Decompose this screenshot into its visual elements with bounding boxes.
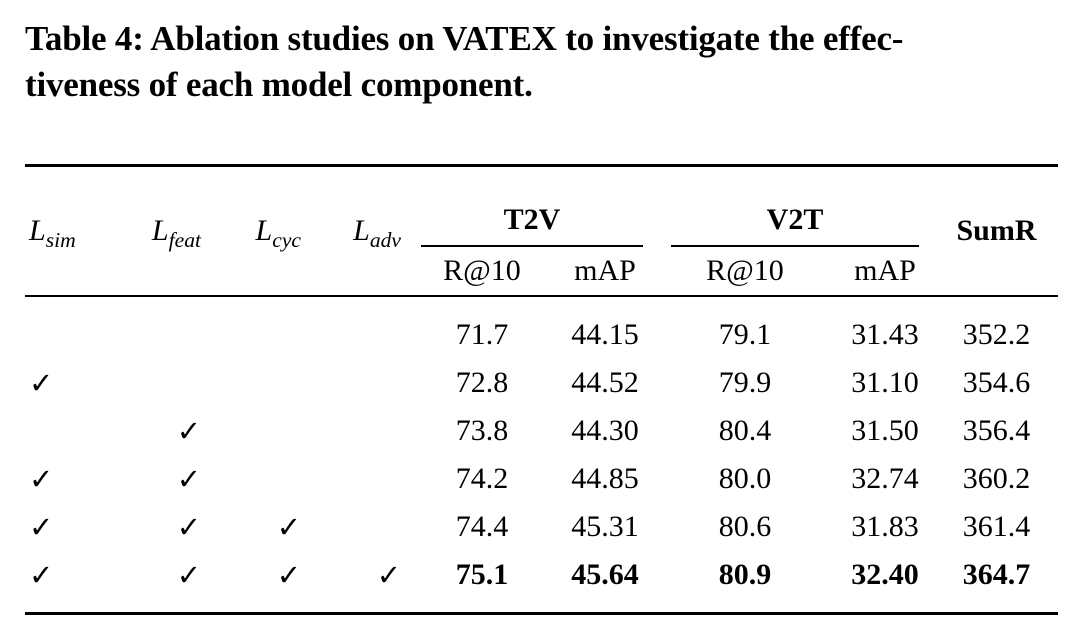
cell-v2t-r10: 79.9 bbox=[718, 366, 772, 399]
cell-sumr: 352.2 bbox=[962, 318, 1031, 351]
table-row: ✓ ✓ ✓ 74.4 45.31 80.6 31.83 361.4 bbox=[25, 503, 1058, 551]
cell-sumr: 364.7 bbox=[962, 558, 1031, 591]
table-row-best: ✓ ✓ ✓ ✓ 75.1 45.64 80.9 32.40 364.7 bbox=[25, 551, 1058, 614]
col-header-sumr: SumR bbox=[956, 214, 1037, 247]
cell-sumr: 361.4 bbox=[962, 510, 1031, 543]
loss-subscript: cyc bbox=[272, 228, 301, 252]
cell-sumr: 360.2 bbox=[962, 462, 1031, 495]
metric-header-row: R@10 mAP R@10 mAP bbox=[25, 247, 1058, 296]
cell-t2v-map: 44.52 bbox=[571, 366, 639, 399]
checkmark-cell-adv: ✓ bbox=[376, 559, 401, 592]
group-header-v2t: V2T bbox=[655, 166, 935, 247]
metric-header-t2v-map: mAP bbox=[574, 254, 636, 287]
loss-symbol: L bbox=[29, 214, 46, 247]
caption-line-2: tiveness of each model component. bbox=[25, 65, 533, 104]
loss-symbol: L bbox=[353, 214, 370, 247]
metric-header-v2t-map: mAP bbox=[854, 254, 916, 287]
cell-t2v-r10: 72.8 bbox=[455, 366, 509, 399]
cell-t2v-map: 44.85 bbox=[571, 462, 639, 495]
ablation-table-container: Lsim Lfeat Lcyc Ladv T2V V2T SumR R@10 m… bbox=[25, 164, 1058, 615]
checkmark-cell-feat: ✓ bbox=[176, 559, 201, 592]
checkmark-cell-feat: ✓ bbox=[176, 415, 201, 448]
checkmark-cell-sim bbox=[25, 407, 117, 455]
col-header-loss-adv: Ladv bbox=[309, 166, 409, 297]
cell-v2t-r10: 79.1 bbox=[718, 318, 772, 351]
caption-line-1: Table 4: Ablation studies on VATEX to in… bbox=[25, 19, 904, 58]
cell-v2t-map: 31.10 bbox=[851, 366, 919, 399]
cell-t2v-r10: 73.8 bbox=[455, 414, 509, 447]
cell-sumr: 356.4 bbox=[962, 414, 1031, 447]
metric-header-t2v-r10: R@10 bbox=[443, 254, 521, 287]
checkmark-cell-adv bbox=[309, 503, 409, 551]
cell-v2t-map: 31.83 bbox=[851, 510, 919, 543]
cell-v2t-r10: 80.6 bbox=[718, 510, 772, 543]
loss-symbol: L bbox=[151, 214, 169, 247]
cell-v2t-map: 31.50 bbox=[851, 414, 919, 447]
cell-t2v-r10: 74.4 bbox=[455, 510, 509, 543]
loss-subscript: sim bbox=[45, 228, 76, 252]
v2t-group-label: V2T bbox=[766, 203, 824, 236]
cell-v2t-r10: 80.0 bbox=[718, 462, 772, 495]
checkmark-cell-cyc: ✓ bbox=[276, 559, 301, 592]
cell-t2v-map: 44.30 bbox=[571, 414, 639, 447]
cell-v2t-r10: 80.4 bbox=[718, 414, 772, 447]
table-row: 71.7 44.15 79.1 31.43 352.2 bbox=[25, 296, 1058, 359]
checkmark-cell-cyc bbox=[209, 296, 309, 359]
checkmark-cell-adv bbox=[309, 455, 409, 503]
table-body: 71.7 44.15 79.1 31.43 352.2 ✓ 72.8 44.52… bbox=[25, 296, 1058, 614]
table-row: ✓ ✓ 74.2 44.85 80.0 32.74 360.2 bbox=[25, 455, 1058, 503]
checkmark-cell-adv bbox=[309, 296, 409, 359]
table-row: ✓ 72.8 44.52 79.9 31.10 354.6 bbox=[25, 359, 1058, 407]
loss-symbol: L bbox=[255, 214, 273, 247]
loss-subscript: feat bbox=[168, 228, 201, 252]
checkmark-cell-sim: ✓ bbox=[29, 367, 54, 400]
cell-v2t-map: 32.40 bbox=[851, 558, 919, 591]
metric-header-v2t-r10: R@10 bbox=[706, 254, 784, 287]
checkmark-cell-cyc bbox=[209, 407, 309, 455]
checkmark-cell-sim: ✓ bbox=[29, 559, 54, 592]
checkmark-cell-sim: ✓ bbox=[29, 511, 54, 544]
table-caption: Table 4: Ablation studies on VATEX to in… bbox=[25, 16, 1065, 108]
col-header-loss-cyc: Lcyc bbox=[209, 166, 309, 297]
col-header-loss-feat: Lfeat bbox=[117, 166, 209, 297]
group-header-row: Lsim Lfeat Lcyc Ladv T2V V2T SumR bbox=[25, 166, 1058, 251]
cell-sumr: 354.6 bbox=[962, 366, 1031, 399]
checkmark-cell-feat bbox=[117, 359, 209, 407]
checkmark-cell-cyc bbox=[209, 359, 309, 407]
checkmark-cell-feat: ✓ bbox=[176, 511, 201, 544]
cell-v2t-r10: 80.9 bbox=[718, 558, 772, 591]
ablation-table: Lsim Lfeat Lcyc Ladv T2V V2T SumR R@10 m… bbox=[25, 164, 1058, 615]
checkmark-cell-sim: ✓ bbox=[29, 463, 54, 496]
cell-t2v-map: 45.31 bbox=[571, 510, 639, 543]
checkmark-cell-feat: ✓ bbox=[176, 463, 201, 496]
cell-v2t-map: 32.74 bbox=[851, 462, 919, 495]
checkmark-cell-sim bbox=[25, 296, 117, 359]
checkmark-cell-adv bbox=[309, 407, 409, 455]
t2v-group-rule: T2V bbox=[421, 203, 643, 247]
table-row: ✓ 73.8 44.30 80.4 31.50 356.4 bbox=[25, 407, 1058, 455]
cell-t2v-map: 44.15 bbox=[571, 318, 639, 351]
group-header-t2v: T2V bbox=[409, 166, 655, 247]
table-header: Lsim Lfeat Lcyc Ladv T2V V2T SumR R@10 m… bbox=[25, 166, 1058, 296]
checkmark-cell-cyc: ✓ bbox=[276, 511, 301, 544]
checkmark-cell-adv bbox=[309, 359, 409, 407]
cell-t2v-r10: 74.2 bbox=[455, 462, 509, 495]
cell-t2v-map: 45.64 bbox=[571, 558, 639, 591]
loss-subscript: adv bbox=[369, 228, 401, 252]
t2v-group-label: T2V bbox=[503, 203, 561, 236]
cell-t2v-r10: 71.7 bbox=[455, 318, 509, 351]
cell-v2t-map: 31.43 bbox=[851, 318, 919, 351]
v2t-group-rule: V2T bbox=[671, 203, 919, 247]
checkmark-cell-cyc bbox=[209, 455, 309, 503]
col-header-loss-sim: Lsim bbox=[25, 166, 117, 297]
checkmark-cell-feat bbox=[117, 296, 209, 359]
cell-t2v-r10: 75.1 bbox=[455, 558, 509, 591]
